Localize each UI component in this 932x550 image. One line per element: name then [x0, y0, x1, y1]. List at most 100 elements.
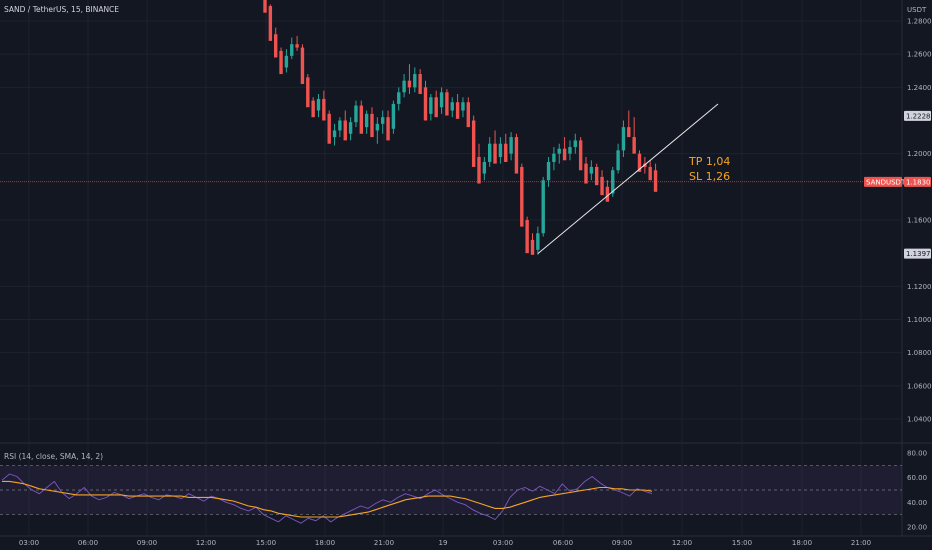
candle-body — [573, 140, 577, 148]
lower-price-tag-bg — [904, 248, 931, 259]
rsi-ma-line — [2, 480, 653, 518]
candle-body — [514, 137, 519, 174]
candle-body — [348, 122, 353, 134]
symbol-tag: SANDUSDT — [866, 178, 906, 186]
candle-body — [332, 130, 337, 138]
candle-body — [300, 47, 305, 85]
candle-body — [488, 143, 492, 162]
upper-price-tag: 1.2228 — [906, 112, 931, 120]
rsi-tick-label: 40.00 — [907, 499, 927, 507]
candle-body — [530, 239, 535, 255]
candle-body — [562, 148, 567, 161]
candle-body — [274, 34, 278, 58]
candle-body — [578, 140, 583, 171]
candle-body — [343, 120, 347, 141]
candle-body — [354, 105, 358, 123]
candle-body — [616, 150, 620, 171]
candle-body — [306, 77, 310, 108]
time-tick-label: 21:00 — [851, 539, 871, 547]
candle-body — [434, 97, 438, 118]
time-tick-label: 12:00 — [672, 539, 692, 547]
price-tick-label: 1.2400 — [907, 84, 932, 92]
price-tick-label: 1.0400 — [907, 416, 932, 424]
candle-body — [381, 117, 385, 124]
price-axis[interactable]: 1.2800 1.2600 1.2400 1.2000 1.1600 1.1200 1.10… — [864, 6, 932, 531]
candle-body — [653, 170, 658, 192]
candle-body — [311, 100, 315, 118]
time-tick-label: 09:00 — [612, 539, 632, 547]
candle-body — [290, 44, 294, 56]
candle-body — [595, 166, 599, 186]
candle-body — [370, 113, 374, 138]
candle-body — [589, 166, 594, 174]
candle-body — [627, 127, 631, 138]
candle-body — [445, 92, 449, 116]
current-price-tag-bg — [904, 176, 931, 187]
candle-body — [648, 166, 652, 181]
candle-body — [498, 143, 503, 157]
candle-body — [279, 50, 283, 75]
candle-body — [600, 176, 604, 196]
grid-lines — [0, 0, 932, 537]
time-tick-label: 18:00 — [792, 539, 812, 547]
price-tick-label: 1.0800 — [907, 349, 932, 357]
time-axis[interactable]: 03:00 06:00 09:00 12:00 15:00 18:00 21:00 19 03:… — [19, 539, 871, 547]
currency-label: USDT — [907, 6, 927, 14]
candle-body — [423, 87, 428, 121]
candle-body — [461, 102, 465, 111]
candle-body — [493, 143, 497, 164]
candle-body — [327, 113, 331, 144]
candle-body — [407, 80, 412, 88]
rsi-title: RSI (14, close, SMA, 14, 2) — [4, 452, 104, 461]
candle-series — [263, 0, 658, 255]
upper-price-tag-bg — [904, 110, 931, 121]
rsi-tick-label: 80.00 — [907, 450, 927, 458]
candle-body — [557, 148, 561, 154]
candle-body — [541, 180, 545, 234]
candle-body — [450, 102, 454, 111]
time-tick-label: 09:00 — [137, 539, 157, 547]
candle-body — [418, 74, 422, 94]
current-price-tag: 1.1830 — [906, 178, 931, 186]
candle-body — [386, 117, 390, 141]
candle-body — [359, 105, 363, 134]
rsi-tick-label: 60.00 — [907, 474, 927, 482]
candle-body — [509, 137, 513, 154]
price-tick-label: 1.1000 — [907, 316, 932, 324]
candle-body — [455, 102, 460, 119]
candle-body — [568, 147, 572, 154]
candle-body — [284, 55, 289, 68]
price-tick-label: 1.2000 — [907, 150, 932, 158]
candle-body — [552, 153, 556, 162]
time-tick-label: 21:00 — [374, 539, 394, 547]
candle-body — [322, 98, 326, 121]
candle-body — [466, 102, 470, 128]
candle-body — [375, 123, 380, 131]
candle-body — [429, 97, 433, 114]
candle-body — [471, 120, 476, 167]
candle-body — [546, 161, 551, 181]
trend-line — [537, 103, 719, 255]
time-tick-label: 06:00 — [78, 539, 98, 547]
candle-body — [268, 6, 273, 41]
price-tick-label: 1.1200 — [907, 283, 932, 291]
candle-body — [364, 113, 369, 128]
candle-body — [536, 233, 540, 250]
rsi-pane — [0, 465, 902, 524]
price-tick-label: 1.0600 — [907, 382, 932, 390]
candle-body — [520, 166, 524, 227]
time-tick-label: 03:00 — [493, 539, 513, 547]
lower-price-tag: 1.1397 — [906, 250, 931, 258]
candle-body — [391, 103, 396, 129]
candle-body — [263, 0, 267, 13]
take-profit-note: TP 1,04 — [689, 155, 731, 168]
candle-body — [605, 186, 610, 202]
candle-body — [295, 44, 299, 48]
symbol-tag-bg — [864, 176, 902, 187]
time-tick-label: 15:00 — [256, 539, 276, 547]
price-tick-label: 1.1600 — [907, 217, 932, 225]
price-overlays — [0, 103, 902, 255]
candle-body — [637, 153, 642, 172]
candle-body — [525, 220, 529, 254]
